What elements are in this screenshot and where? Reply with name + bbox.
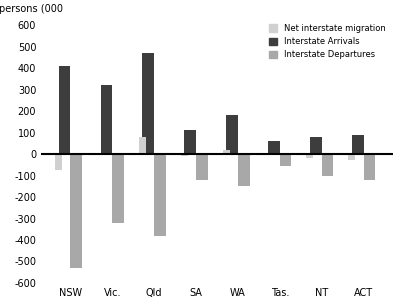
Bar bbox=[238, 154, 250, 186]
Bar bbox=[310, 137, 322, 154]
Bar bbox=[184, 130, 196, 154]
Bar bbox=[55, 154, 62, 170]
Bar bbox=[268, 141, 280, 154]
Bar bbox=[139, 137, 146, 154]
Bar bbox=[226, 115, 238, 154]
Bar bbox=[154, 154, 166, 236]
Bar bbox=[306, 154, 314, 158]
Bar bbox=[223, 150, 230, 154]
Bar bbox=[59, 66, 70, 154]
Bar bbox=[97, 154, 104, 155]
Bar bbox=[143, 53, 154, 154]
Bar bbox=[70, 154, 82, 268]
Bar bbox=[364, 154, 375, 180]
Bar bbox=[100, 85, 112, 154]
Bar bbox=[181, 154, 188, 156]
Bar bbox=[112, 154, 124, 223]
Text: persons (000: persons (000 bbox=[0, 4, 63, 14]
Bar bbox=[196, 154, 208, 180]
Bar bbox=[352, 135, 364, 154]
Bar bbox=[348, 154, 355, 160]
Bar bbox=[264, 153, 272, 154]
Legend: Net interstate migration, Interstate Arrivals, Interstate Departures: Net interstate migration, Interstate Arr… bbox=[265, 21, 389, 63]
Bar bbox=[280, 154, 291, 166]
Bar bbox=[322, 154, 333, 175]
